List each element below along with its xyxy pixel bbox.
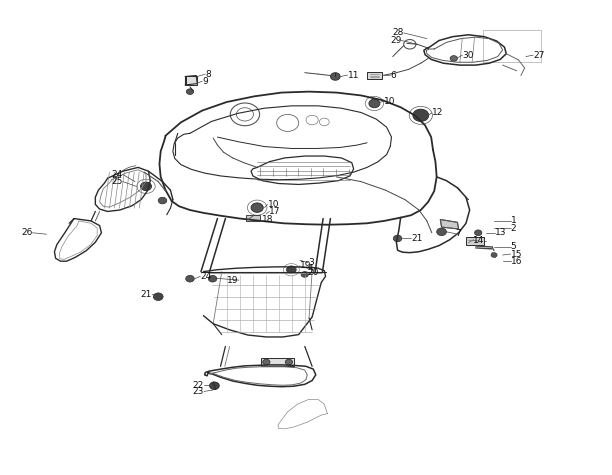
Circle shape: [474, 230, 482, 236]
Text: 21: 21: [411, 234, 422, 243]
Text: 9: 9: [202, 76, 208, 86]
Circle shape: [330, 73, 340, 80]
Text: 28: 28: [392, 28, 404, 38]
Bar: [466, 237, 484, 245]
Polygon shape: [441, 219, 458, 229]
Text: 29: 29: [390, 36, 401, 45]
Text: 24: 24: [200, 272, 212, 281]
Circle shape: [154, 293, 163, 301]
Circle shape: [369, 99, 380, 108]
Text: 21: 21: [141, 290, 152, 299]
Circle shape: [209, 382, 219, 390]
Text: 27: 27: [533, 51, 545, 60]
Circle shape: [285, 359, 293, 365]
Circle shape: [208, 276, 217, 282]
Text: 11: 11: [348, 71, 359, 79]
Circle shape: [491, 253, 497, 257]
Text: 18: 18: [262, 215, 274, 224]
Bar: [261, 358, 294, 366]
Text: 17: 17: [269, 207, 281, 216]
Text: 10: 10: [384, 96, 396, 105]
Bar: [185, 76, 196, 85]
Circle shape: [185, 276, 194, 282]
Text: 22: 22: [193, 381, 204, 390]
Text: 26: 26: [21, 228, 32, 238]
Text: 10: 10: [267, 200, 279, 209]
Text: 2: 2: [510, 224, 516, 233]
Text: 16: 16: [510, 256, 522, 266]
Text: 25: 25: [111, 177, 123, 186]
Text: 19: 19: [300, 261, 312, 270]
Circle shape: [186, 89, 193, 95]
Text: 24: 24: [111, 170, 123, 179]
Text: 19: 19: [227, 276, 239, 285]
Circle shape: [301, 272, 308, 277]
Circle shape: [263, 359, 270, 365]
Circle shape: [450, 56, 457, 61]
Bar: [367, 72, 382, 79]
Circle shape: [159, 197, 167, 204]
Text: 3: 3: [308, 258, 313, 267]
Text: 1: 1: [510, 217, 517, 226]
Circle shape: [413, 109, 429, 122]
Circle shape: [141, 182, 152, 190]
Bar: [246, 215, 259, 221]
Text: 12: 12: [432, 108, 443, 117]
Text: 23: 23: [193, 387, 204, 396]
Text: 13: 13: [495, 228, 507, 238]
Circle shape: [251, 203, 263, 212]
Text: 6: 6: [390, 71, 396, 79]
Text: 8: 8: [205, 70, 211, 78]
Text: 14: 14: [473, 237, 484, 245]
Circle shape: [394, 235, 402, 242]
Text: 7: 7: [455, 229, 461, 238]
Circle shape: [286, 266, 296, 274]
Circle shape: [437, 228, 446, 236]
Text: 5: 5: [510, 242, 517, 251]
Text: 30: 30: [462, 51, 474, 60]
Text: 15: 15: [510, 249, 522, 258]
Text: 4: 4: [308, 264, 313, 273]
Text: 20: 20: [308, 267, 319, 276]
